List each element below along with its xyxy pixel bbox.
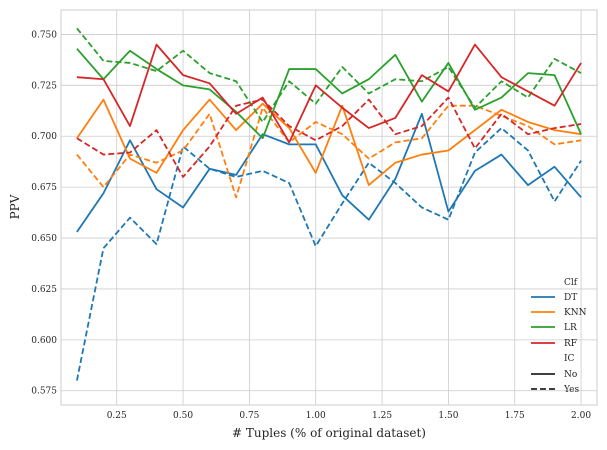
tick-labels: 0.25 0.50 0.75 1.00 1.25 1.50 1.75 2.00 0.575 0.6… bbox=[31, 30, 591, 421]
y-tick-label: 0.700 bbox=[31, 132, 57, 142]
y-tick-label: 0.625 bbox=[31, 285, 57, 295]
series-line-lr-no bbox=[76, 48, 582, 140]
plot-area bbox=[60, 9, 598, 406]
series-line-rf-no bbox=[76, 43, 582, 144]
y-tick-label: 0.575 bbox=[31, 387, 57, 397]
x-tick-label: 1.50 bbox=[438, 411, 458, 421]
gridlines bbox=[61, 10, 597, 405]
legend-label-knn: KNN bbox=[564, 308, 587, 318]
legend-label-yes: Yes bbox=[563, 385, 579, 395]
x-tick-label: 1.25 bbox=[372, 411, 392, 421]
legend-title-ic: IC bbox=[564, 354, 575, 364]
series-line-knn-no bbox=[76, 98, 582, 187]
y-tick-label: 0.650 bbox=[31, 234, 57, 244]
x-tick-label: 1.75 bbox=[505, 411, 525, 421]
x-tick-label: 2.00 bbox=[571, 411, 591, 421]
legend-label-dt: DT bbox=[564, 293, 577, 303]
y-tick-label: 0.725 bbox=[31, 81, 57, 91]
x-axis-label: # Tuples (% of original dataset) bbox=[232, 426, 426, 440]
legend-title-clf: Clf bbox=[564, 278, 578, 288]
series-line-knn-yes bbox=[76, 104, 582, 199]
x-tick-label: 0.25 bbox=[107, 411, 127, 421]
y-tick-label: 0.600 bbox=[31, 336, 57, 346]
legend-label-no: No bbox=[564, 370, 577, 380]
series-line-dt-no bbox=[76, 112, 582, 233]
series-line-dt-yes bbox=[76, 127, 582, 381]
legend-label-lr: LR bbox=[564, 323, 577, 333]
y-axis-label: PPV bbox=[8, 194, 22, 219]
y-tick-label: 0.675 bbox=[31, 183, 57, 193]
legend: Clf DT KNN LR RF IC No Yes bbox=[531, 278, 587, 395]
legend-label-rf: RF bbox=[564, 339, 577, 349]
y-tick-label: 0.750 bbox=[31, 30, 57, 40]
x-tick-label: 0.50 bbox=[173, 411, 193, 421]
series-line-lr-yes bbox=[76, 27, 582, 123]
x-tick-label: 1.00 bbox=[306, 411, 326, 421]
series-line-rf-yes bbox=[76, 96, 582, 178]
series-lines bbox=[76, 27, 582, 381]
x-tick-label: 0.75 bbox=[239, 411, 259, 421]
